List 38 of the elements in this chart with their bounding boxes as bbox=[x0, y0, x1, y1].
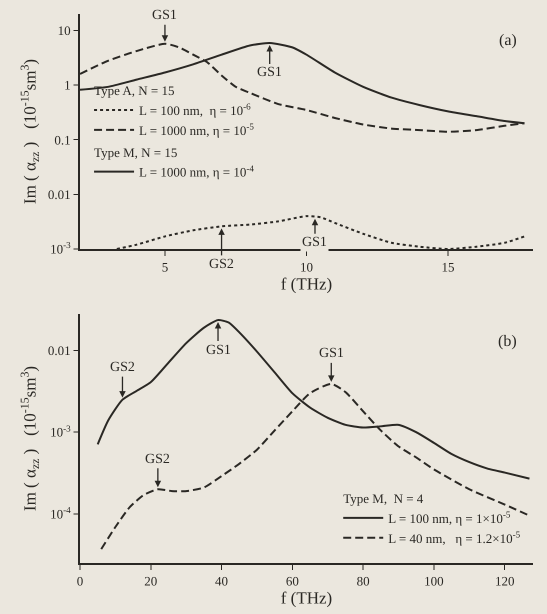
annotation: Type A, N = 15 bbox=[94, 83, 175, 98]
annotation: Type M, N = 4 bbox=[343, 491, 424, 506]
annotation: GS2 bbox=[110, 360, 135, 375]
x-tick-label: 5 bbox=[162, 259, 168, 274]
y-tick-label: 10$^{-3}$ bbox=[50, 240, 72, 257]
y-tick-label: 1 bbox=[64, 78, 71, 93]
legend-label: L = 1000 nm, η = 10$^{-5}$ bbox=[139, 121, 254, 138]
annotation: GS1 bbox=[319, 346, 344, 361]
x-tick-label: 15 bbox=[442, 259, 455, 274]
x-tick-label: 10 bbox=[300, 259, 313, 274]
x-tick-label: 120 bbox=[494, 573, 514, 588]
x-tick-label: 80 bbox=[356, 573, 370, 588]
legend-label: L = 100 nm, η = 10$^{-6}$ bbox=[139, 102, 252, 118]
y-tick-label: 10$^{-3}$ bbox=[50, 423, 72, 440]
legend-label: L = 100 nm, η = 1×10$^{-5}$ bbox=[388, 510, 511, 526]
annotation: (a) bbox=[499, 32, 517, 49]
x-axis-title: f (THz) bbox=[280, 274, 332, 294]
x-tick-label: 0 bbox=[76, 573, 84, 588]
annotation: GS1 bbox=[302, 235, 327, 250]
annotation: GS1 bbox=[206, 343, 231, 358]
y-tick-label: 10$^{-4}$ bbox=[50, 504, 72, 522]
y-tick-label: 10 bbox=[58, 23, 71, 38]
x-axis-title: f (THz) bbox=[280, 588, 332, 608]
annotation: GS1 bbox=[257, 65, 282, 80]
x-tick-label: 100 bbox=[424, 573, 444, 588]
annotation: GS2 bbox=[145, 452, 170, 467]
annotation: GS1 bbox=[152, 8, 177, 23]
annotation: Type M, N = 15 bbox=[94, 144, 178, 160]
y-tick-label: 0.1 bbox=[54, 132, 71, 148]
y-tick-label: 0.01 bbox=[48, 343, 71, 358]
y-tick-label: 0.01 bbox=[48, 186, 71, 202]
x-tick-label: 20 bbox=[144, 573, 158, 588]
annotation: GS2 bbox=[209, 257, 234, 272]
annotation: (b) bbox=[498, 333, 517, 350]
legend-label: L = 40 nm, η = 1.2×10$^{-5}$ bbox=[388, 529, 521, 546]
x-tick-label: 40 bbox=[215, 573, 228, 588]
x-tick-label: 60 bbox=[286, 573, 299, 588]
legend-label: L = 1000 nm, η = 10$^{-4}$ bbox=[139, 163, 254, 180]
